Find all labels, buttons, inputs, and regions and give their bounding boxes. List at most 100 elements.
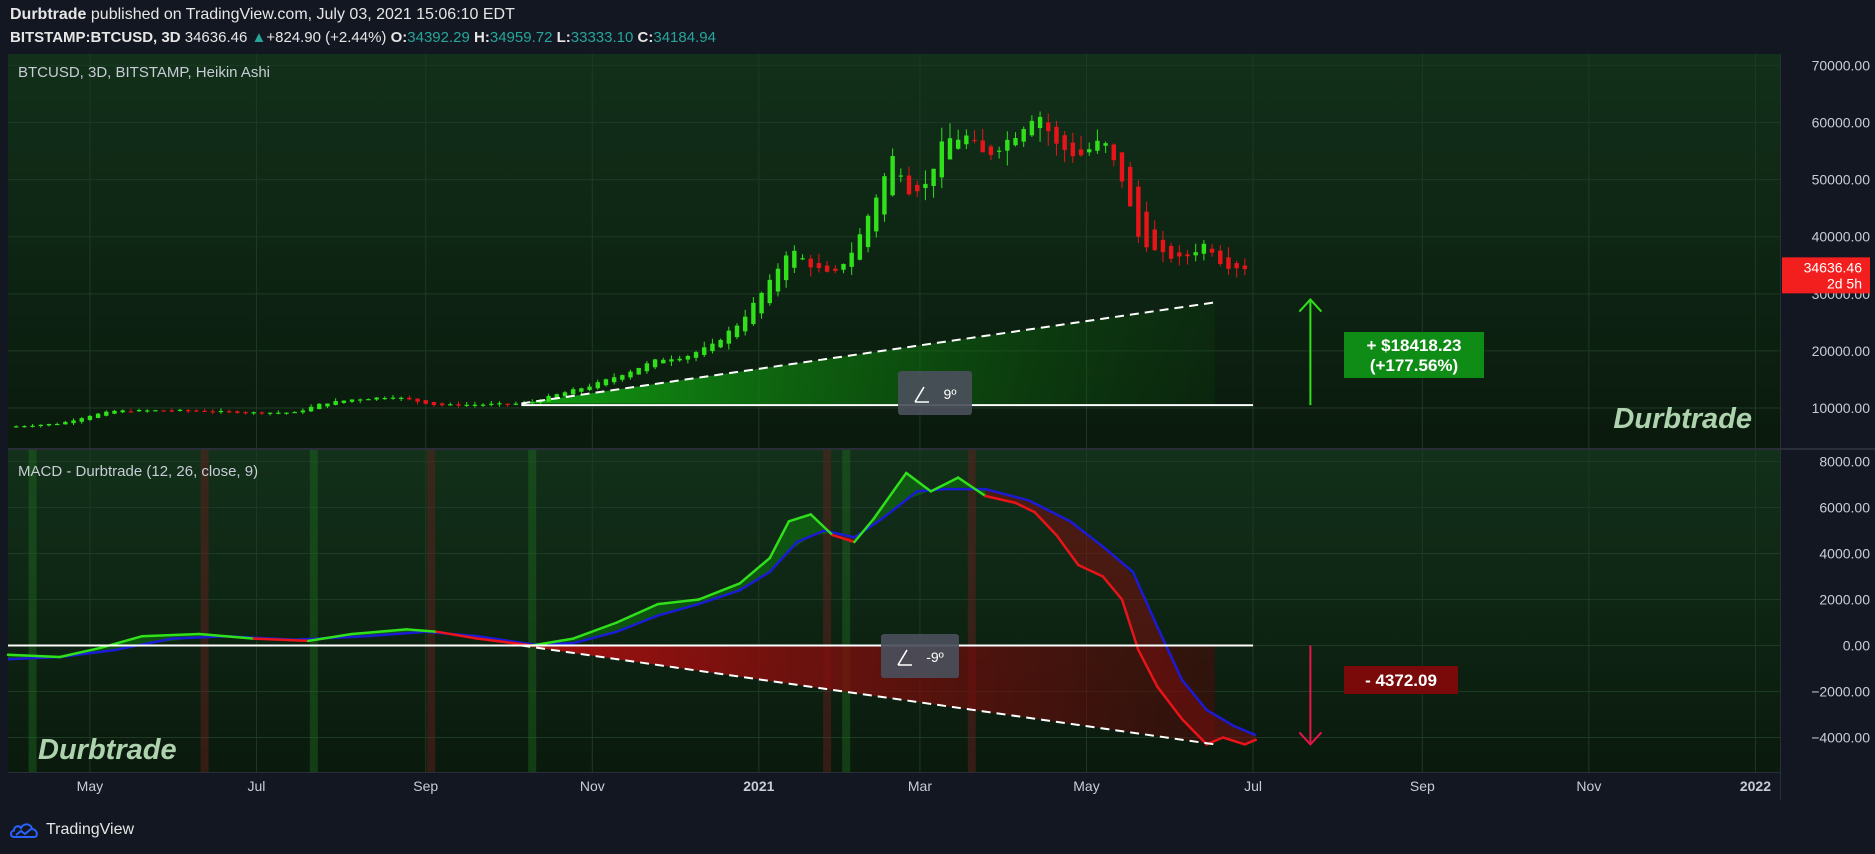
candle-body	[1168, 245, 1174, 259]
candle-body	[243, 412, 248, 414]
candle-body	[194, 410, 199, 412]
candle-body	[505, 403, 510, 405]
macd-fill	[769, 521, 789, 572]
candle-body	[931, 168, 936, 186]
candle-body	[136, 410, 142, 412]
macd-fill	[1056, 514, 1079, 565]
macd-line-segment	[787, 513, 812, 523]
candle-body	[308, 406, 314, 412]
macd-line-segment	[738, 556, 772, 585]
macd-line-segment	[1137, 648, 1159, 689]
candle-body	[1037, 116, 1043, 129]
candle-body	[1152, 229, 1157, 251]
candle-body	[1046, 122, 1051, 132]
candle-body	[390, 397, 396, 399]
macd-line-segment	[984, 494, 1017, 505]
macd-angle-badge	[881, 634, 959, 678]
macd-line-segment	[656, 598, 701, 606]
macd-line-segment	[1055, 533, 1080, 567]
pane-divider	[8, 448, 1875, 450]
candle-body	[1177, 252, 1182, 257]
gain-box	[1344, 332, 1484, 378]
candle-body	[644, 363, 650, 372]
high-value: 34959.72	[489, 29, 553, 46]
candle-body	[530, 401, 535, 404]
macd-line-segment	[530, 637, 575, 647]
candle-body	[955, 139, 961, 149]
candle-body	[46, 423, 52, 426]
candle-body	[300, 410, 306, 413]
footer-brand[interactable]: TradingView	[10, 820, 134, 840]
candle-body	[808, 258, 813, 268]
candle-body	[1029, 120, 1035, 136]
cross-band	[967, 450, 976, 772]
candle-body	[71, 420, 76, 424]
macd-line-segment	[929, 476, 960, 493]
candle-body	[95, 413, 101, 418]
candle-body	[1242, 265, 1248, 270]
price-tick-label: 20000.00	[1812, 343, 1871, 359]
macd-line-segment	[1243, 738, 1258, 746]
macd-line-segment	[140, 632, 201, 638]
candle-body	[292, 411, 297, 414]
x-tick-label: 2022	[1740, 778, 1771, 794]
chart-canvas[interactable]: May Jul Sep Nov 2021 Mar May Jul Sep Nov 2022 70000…	[0, 52, 1875, 812]
macd-tick-label: 2000.00	[1819, 592, 1870, 608]
macd-fill	[616, 604, 658, 632]
candle-body	[1054, 126, 1059, 144]
x-tick-label: Nov	[580, 778, 605, 794]
macd-line-segment	[872, 471, 908, 521]
macd-line-segment	[1101, 575, 1124, 601]
macd-angle-icon	[897, 649, 912, 666]
macd-tick-label: 8000.00	[1819, 454, 1870, 470]
candle-body	[448, 404, 453, 406]
candle-body	[874, 197, 879, 232]
publish-info: published on TradingView.com, July 03, 2…	[90, 6, 515, 23]
macd-line-segment	[350, 628, 408, 636]
candle-body	[186, 410, 191, 412]
candle-body	[996, 150, 1002, 152]
candle-body	[1021, 129, 1026, 142]
candle-body	[513, 403, 519, 405]
angle-badge	[898, 371, 972, 415]
candle-body	[726, 330, 732, 344]
macd-angle-label: -9º	[926, 649, 944, 665]
macd-tick-label: 4000.00	[1819, 546, 1870, 562]
candle-body	[63, 421, 68, 425]
candle-body	[570, 389, 576, 395]
candle-body	[79, 418, 84, 422]
macd-line-segment	[58, 646, 103, 659]
candle-body	[210, 411, 215, 413]
cross-band	[528, 450, 537, 772]
candle-body	[849, 252, 854, 267]
macd-fill	[788, 514, 811, 551]
candle-body	[1234, 263, 1239, 269]
macd-tick-label: −2000.00	[1811, 684, 1870, 700]
candle-body	[906, 175, 912, 195]
price-tick-label: 40000.00	[1812, 229, 1871, 245]
macd-watermark: Durbtrade	[38, 734, 177, 766]
candle-body	[104, 411, 109, 416]
candle-body	[374, 397, 379, 400]
candle-body	[1013, 138, 1018, 146]
candle-body	[161, 410, 166, 412]
candle-body	[1144, 211, 1149, 248]
macd-fill	[1078, 527, 1103, 577]
candle-body	[480, 404, 486, 406]
macd-line-segment	[768, 520, 791, 560]
candle-body	[595, 382, 600, 389]
candle-body	[947, 138, 953, 160]
candle-body	[1087, 149, 1092, 153]
macd-line-segment	[956, 476, 987, 498]
candle-body	[407, 397, 412, 400]
candle-body	[603, 379, 609, 386]
macd-line-segment	[1014, 501, 1036, 514]
macd-line-segment	[435, 630, 479, 640]
x-tick-label: May	[77, 778, 103, 794]
candle-body	[841, 263, 846, 270]
candle-body	[1185, 254, 1190, 257]
author-name[interactable]: Durbtrade	[10, 6, 87, 23]
candle-body	[1218, 250, 1223, 264]
candle-body	[497, 403, 502, 405]
candle-body	[358, 399, 363, 401]
